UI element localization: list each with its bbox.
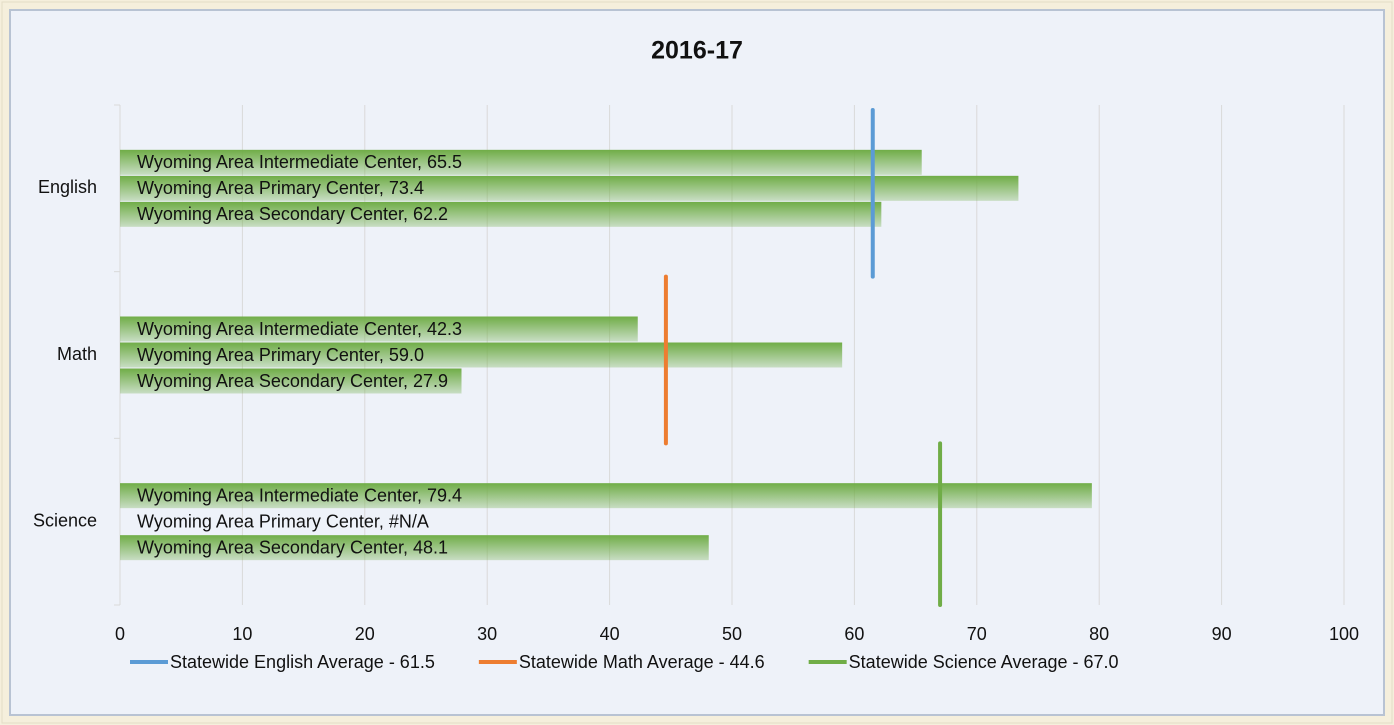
data-label: Wyoming Area Intermediate Center, 42.3 xyxy=(137,319,462,339)
data-label: Wyoming Area Primary Center, #N/A xyxy=(137,511,429,531)
data-label: Wyoming Area Secondary Center, 48.1 xyxy=(137,537,448,557)
y-tick-label: Science xyxy=(33,510,97,530)
bar xyxy=(120,483,1092,509)
y-tick-label: Math xyxy=(57,344,97,364)
data-label: Wyoming Area Intermediate Center, 79.4 xyxy=(137,485,462,505)
bar xyxy=(120,316,638,342)
data-label: Wyoming Area Secondary Center, 62.2 xyxy=(137,204,448,224)
bar xyxy=(120,342,843,368)
x-tick-label: 40 xyxy=(600,624,620,644)
x-tick-label: 60 xyxy=(844,624,864,644)
x-tick-label: 100 xyxy=(1329,624,1359,644)
bar xyxy=(120,368,462,394)
x-tick-label: 50 xyxy=(722,624,742,644)
y-tick-label: English xyxy=(38,177,97,197)
x-tick-label: 0 xyxy=(115,624,125,644)
bar xyxy=(120,175,1019,201)
x-tick-label: 80 xyxy=(1089,624,1109,644)
data-label: Wyoming Area Intermediate Center, 65.5 xyxy=(137,152,462,172)
data-label: Wyoming Area Secondary Center, 27.9 xyxy=(137,371,448,391)
bar xyxy=(120,149,922,175)
x-tick-label: 30 xyxy=(477,624,497,644)
x-tick-label: 70 xyxy=(967,624,987,644)
chart-title: 2016-17 xyxy=(651,37,743,65)
bar xyxy=(120,201,882,227)
bar xyxy=(120,535,709,561)
data-label: Wyoming Area Primary Center, 73.4 xyxy=(137,178,424,198)
data-label: Wyoming Area Primary Center, 59.0 xyxy=(137,345,424,365)
x-tick-label: 90 xyxy=(1212,624,1232,644)
x-tick-label: 20 xyxy=(355,624,375,644)
legend-label: Statewide Science Average - 67.0 xyxy=(849,652,1119,672)
legend-label: Statewide English Average - 61.5 xyxy=(170,652,435,672)
x-tick-label: 10 xyxy=(232,624,252,644)
legend-label: Statewide Math Average - 44.6 xyxy=(519,652,765,672)
